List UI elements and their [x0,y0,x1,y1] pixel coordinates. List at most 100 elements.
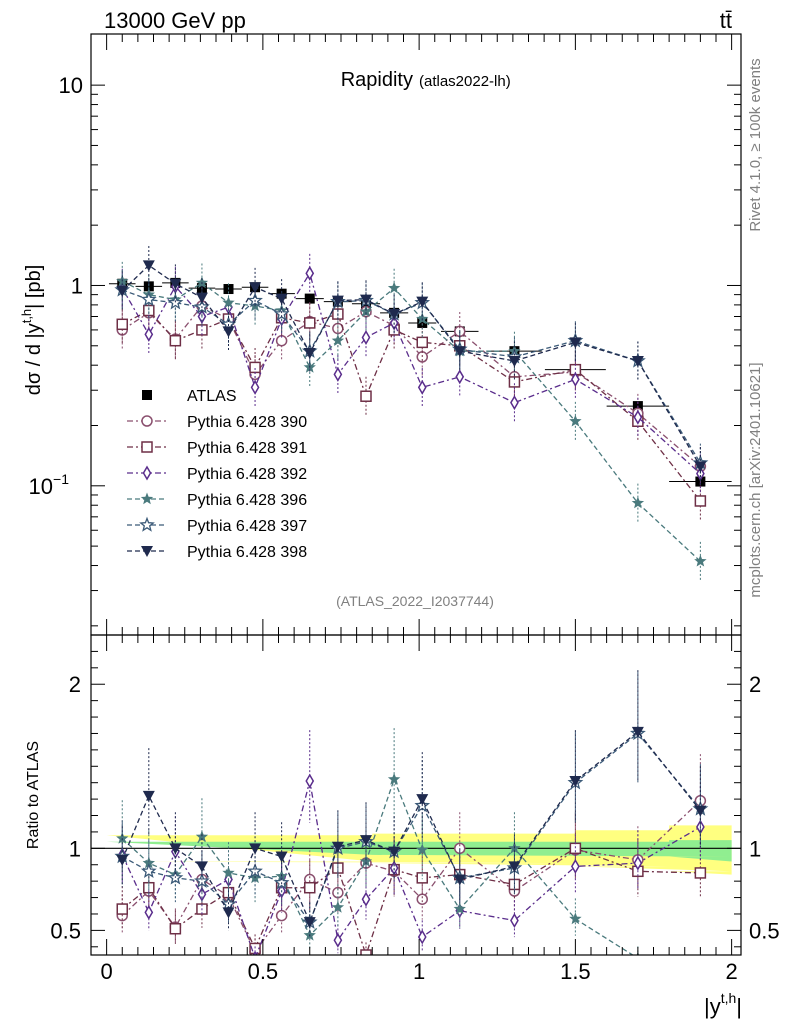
ratio-point-p398 [694,805,707,817]
point-p392 [333,366,343,382]
point-p396 [631,496,645,509]
ratio-point-p391 [360,949,372,955]
point-p396 [387,281,401,294]
legend-marker-p396 [140,492,154,505]
ratio-point-p391 [416,872,428,884]
legend-label-p391: Pythia 6.428 391 [187,440,307,457]
ratio-point-p398 [195,861,208,873]
point-p392 [510,395,519,411]
point-p391 [416,336,428,349]
point-p391 [169,334,182,347]
ratio-frame [90,634,742,956]
legend: ATLAS Pythia 6.428 390 Pythia 6.428 391 Pyt… [127,388,307,561]
point-p391 [508,376,521,388]
series-line-p398 [121,264,701,467]
ratio-point-p390 [275,909,288,922]
ratio-point-p398 [116,854,129,866]
ratio-point-p391 [304,881,316,894]
x-axis-label: |yt,h| [704,990,742,1019]
point-p398 [249,282,262,294]
ratio-series-p397 [114,672,709,939]
ratio-point-p396 [222,866,235,879]
series-p398 [116,245,707,486]
ratio-point-p398 [331,841,344,853]
ratio-point-p398 [453,874,466,886]
ratio-point-p398 [360,835,372,847]
point-p398 [275,293,288,305]
point-p392 [305,265,315,281]
legend-label-p396: Pythia 6.428 396 [187,492,307,509]
x-tick-label: 0 [101,959,113,984]
point-p396 [222,296,235,308]
point-ATLAS [304,293,315,304]
rivet-label: Rivet 4.1.0, ≥ 100k events [747,58,764,231]
ratio-point-p398 [169,843,182,855]
ratio-point-p396 [416,843,429,856]
point-p398 [116,285,129,297]
legend-entry-p390: Pythia 6.428 390 [127,414,307,431]
point-p398 [508,355,521,367]
ratio-line-p396 [121,777,634,955]
point-p392 [417,379,427,395]
point-p398 [331,295,344,307]
point-p392 [633,409,643,425]
ratio-series-p398 [116,670,707,939]
point-p392 [144,326,154,342]
ratio-series-group [91,670,741,990]
point-p396 [694,554,707,567]
ratio-y-tick-label-left: 1 [69,836,81,861]
ratio-y-axis-label: Ratio to ATLAS [25,741,42,849]
ratio-y-tick-label-right: 1 [749,836,761,861]
point-p398 [303,348,316,360]
energy-label: 13000 GeV pp [104,8,246,33]
point-p397 [140,291,157,307]
main-y-tick-label: 10 [59,73,83,98]
legend-entry-p397: Pythia 6.428 397 [127,516,307,535]
ratio-point-p392 [144,904,154,920]
main-y-tick-label: 1 [71,273,83,298]
ratio-point-p398 [249,843,262,855]
point-p398 [169,278,182,290]
point-p391 [249,361,261,374]
ratio-point-p396 [453,902,466,915]
legend-marker-ATLAS [142,390,152,400]
ratio-point-p398 [569,776,582,788]
ratio-point-p392 [633,855,643,871]
point-p398 [222,326,235,338]
legend-entry-p392: Pythia 6.428 392 [127,465,307,483]
ratio-point-p398 [275,851,288,863]
ratio-point-p396 [694,978,706,990]
ratio-point-p398 [388,846,401,858]
legend-marker-p391 [141,441,153,453]
plot-title: Rapidity [341,69,413,91]
ratio-line-p398 [121,730,701,924]
point-p398 [416,296,429,308]
series-line-p397 [122,289,701,464]
axes-group: 10 1 10−1 2 2 1 1 0.5 0.5 0 0.5 1 1.5 2 [29,33,780,984]
legend-label-p398: Pythia 6.428 398 [187,544,307,561]
point-p391 [304,317,316,329]
point-p391 [116,318,128,331]
x-tick-label: 1 [413,959,425,984]
ratio-point-p398 [222,907,235,919]
ratio-point-p392 [417,929,427,945]
ratio-y-tick-label-right: 0.5 [749,918,780,943]
ratio-point-p396 [387,772,401,785]
point-p398 [142,260,155,272]
legend-label-ATLAS: ATLAS [187,388,237,405]
series-line-p396 [121,280,701,562]
ratio-point-p390 [416,893,428,905]
legend-entry-p398: Pythia 6.428 398 [127,544,307,561]
legend-entry-ATLAS: ATLAS [142,388,237,405]
point-p396 [569,414,582,427]
x-tick-label: 1.5 [560,959,591,984]
process-label: tt̄ [720,8,732,33]
point-p398 [195,292,208,304]
ratio-y-tick-label-left: 0.5 [50,918,81,943]
point-p398 [453,346,466,358]
point-p391 [694,495,707,507]
ratio-point-p392 [305,773,315,789]
ratio-point-p396 [331,900,345,913]
legend-entry-p391: Pythia 6.428 391 [127,440,307,457]
mcplots-label: mcplots.cern.ch [arXiv:2401.10621] [747,362,764,597]
